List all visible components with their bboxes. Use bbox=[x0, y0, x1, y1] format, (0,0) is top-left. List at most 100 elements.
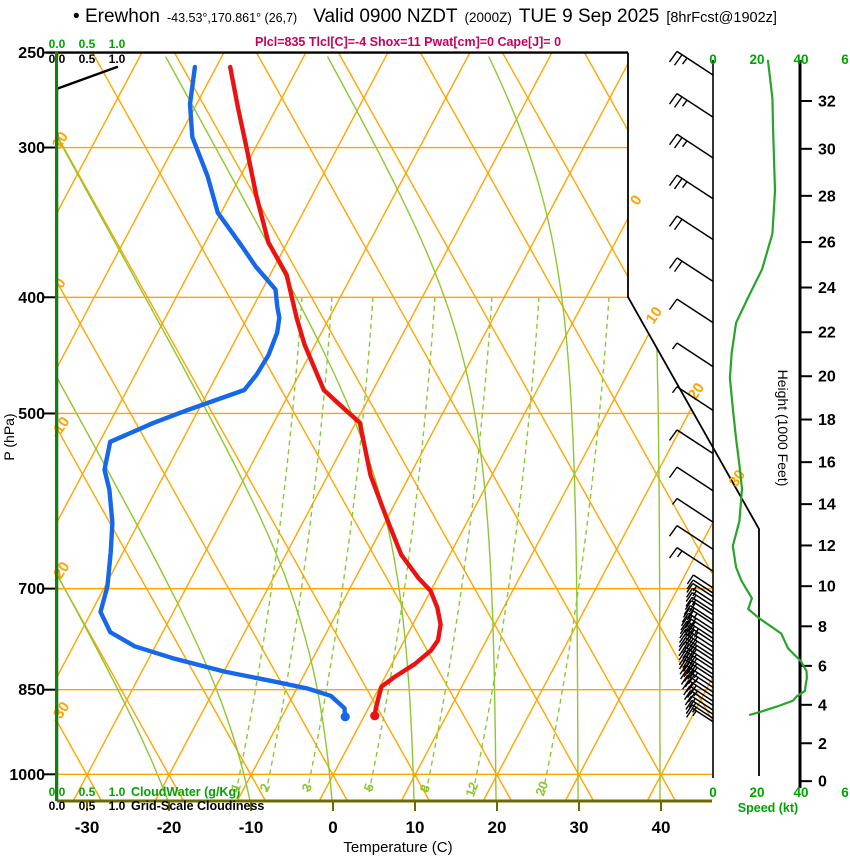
svg-text:28: 28 bbox=[818, 188, 836, 205]
cloudwater-scale: 0.00.00.50.51.01.0 CloudWater (g/Kg) bbox=[49, 37, 241, 799]
svg-text:850: 850 bbox=[18, 682, 45, 699]
svg-text:500: 500 bbox=[18, 406, 45, 423]
wind-speed-curve bbox=[728, 59, 809, 716]
svg-text:250: 250 bbox=[18, 45, 45, 62]
svg-text:16: 16 bbox=[818, 455, 836, 472]
stability-parameters: Plcl=835 Tlcl[C]=-4 Shox=11 Pwat[cm]=0 C… bbox=[254, 35, 562, 49]
svg-text:1000: 1000 bbox=[9, 767, 45, 784]
valid-time-utc: (2000Z) bbox=[464, 10, 512, 25]
svg-text:0.5: 0.5 bbox=[79, 52, 96, 66]
svg-text:-10: -10 bbox=[47, 414, 73, 442]
surface-temperature-marker bbox=[370, 711, 380, 721]
svg-text:20: 20 bbox=[749, 52, 764, 67]
svg-text:Temperature (C): Temperature (C) bbox=[343, 839, 452, 856]
svg-text:18: 18 bbox=[818, 412, 836, 429]
svg-text:24: 24 bbox=[818, 280, 836, 297]
svg-text:5: 5 bbox=[360, 781, 377, 793]
svg-text:22: 22 bbox=[818, 325, 836, 342]
svg-text:26: 26 bbox=[818, 235, 836, 252]
svg-text:10: 10 bbox=[49, 129, 72, 152]
svg-text:0.5: 0.5 bbox=[79, 785, 96, 799]
svg-text:-20: -20 bbox=[47, 559, 73, 587]
dewpoint-curve bbox=[98, 64, 348, 718]
svg-text:400: 400 bbox=[18, 290, 45, 307]
svg-text:6: 6 bbox=[841, 52, 849, 67]
svg-text:0: 0 bbox=[51, 275, 70, 292]
svg-text:8: 8 bbox=[416, 782, 433, 794]
forecast-cycle: [8hrFcst@1902z] bbox=[666, 10, 777, 26]
svg-text:700: 700 bbox=[18, 581, 45, 598]
svg-text:-10: -10 bbox=[239, 818, 264, 837]
svg-text:2: 2 bbox=[818, 736, 827, 753]
svg-text:40: 40 bbox=[793, 785, 808, 800]
svg-text:32: 32 bbox=[818, 93, 836, 110]
svg-text:1.0: 1.0 bbox=[109, 37, 126, 51]
svg-text:4: 4 bbox=[818, 697, 827, 714]
svg-text:0: 0 bbox=[709, 785, 717, 800]
svg-text:6: 6 bbox=[818, 658, 827, 675]
surface-dewpoint-marker bbox=[340, 712, 350, 722]
svg-text:10: 10 bbox=[406, 818, 425, 837]
svg-text:40: 40 bbox=[793, 52, 808, 67]
surface-dewpoint-dot bbox=[340, 712, 350, 722]
valid-date: TUE 9 Sep 2025 bbox=[518, 6, 660, 27]
cloudiness-scale: 0.00.00.50.51.01.0 Grid-Scale Cloudiness bbox=[49, 52, 265, 813]
svg-text:40: 40 bbox=[652, 818, 671, 837]
svg-text:-20: -20 bbox=[157, 818, 182, 837]
svg-text:0: 0 bbox=[709, 52, 717, 67]
pressure-axis: 250 300 400 500 700 850 1000 P (hPa) bbox=[1, 45, 57, 784]
svg-text:0.5: 0.5 bbox=[79, 799, 96, 813]
svg-text:30: 30 bbox=[570, 818, 589, 837]
svg-text:20: 20 bbox=[818, 369, 836, 386]
svg-text:30: 30 bbox=[818, 141, 836, 158]
svg-text:0: 0 bbox=[328, 818, 337, 837]
chart-title: • Erewhon -43.53°,170.861° (26,7) Valid … bbox=[0, 6, 850, 28]
plot-frame bbox=[46, 51, 802, 803]
svg-text:0.0: 0.0 bbox=[49, 37, 66, 51]
surface-temperature-dot bbox=[370, 711, 380, 721]
svg-text:14: 14 bbox=[818, 497, 836, 514]
svg-text:10: 10 bbox=[818, 579, 836, 596]
svg-text:12: 12 bbox=[818, 538, 836, 555]
svg-text:Height (1000 Feet): Height (1000 Feet) bbox=[775, 370, 791, 487]
svg-text:12: 12 bbox=[462, 780, 481, 799]
svg-text:300: 300 bbox=[18, 140, 45, 157]
bullet-icon: • bbox=[73, 6, 80, 27]
svg-text:20: 20 bbox=[488, 818, 507, 837]
wind-barbs bbox=[668, 50, 714, 723]
svg-text:8: 8 bbox=[818, 619, 827, 636]
svg-text:Speed (kt): Speed (kt) bbox=[738, 801, 798, 815]
temperature-axis: -30 -20 -10 0 10 20 30 40 Temperature (C) bbox=[75, 801, 671, 856]
svg-text:1.0: 1.0 bbox=[109, 799, 126, 813]
station-coordinates: -43.53°,170.861° (26,7) bbox=[166, 11, 298, 25]
svg-text:1.0: 1.0 bbox=[109, 785, 126, 799]
valid-time: Valid 0900 NZDT bbox=[313, 6, 458, 27]
svg-text:6: 6 bbox=[841, 785, 849, 800]
svg-text:CloudWater (g/Kg): CloudWater (g/Kg) bbox=[131, 785, 240, 799]
temperature-curve bbox=[227, 64, 443, 717]
svg-text:Grid-Scale Cloudiness: Grid-Scale Cloudiness bbox=[131, 799, 264, 813]
svg-text:1: 1 bbox=[227, 781, 244, 793]
grid-lines bbox=[57, 52, 712, 802]
svg-text:30: 30 bbox=[726, 467, 749, 490]
station-name: • Erewhon bbox=[73, 6, 160, 27]
svg-text:1.0: 1.0 bbox=[109, 52, 126, 66]
svg-text:0.0: 0.0 bbox=[49, 799, 66, 813]
isobar-lines bbox=[57, 146, 712, 776]
svg-text:10: 10 bbox=[643, 304, 666, 327]
svg-text:2: 2 bbox=[256, 781, 273, 793]
svg-text:3: 3 bbox=[298, 781, 315, 793]
svg-text:20: 20 bbox=[749, 785, 764, 800]
svg-text:-30: -30 bbox=[47, 699, 73, 727]
svg-text:20: 20 bbox=[685, 380, 708, 403]
svg-text:0: 0 bbox=[627, 192, 646, 209]
svg-text:0: 0 bbox=[818, 774, 827, 791]
svg-text:-30: -30 bbox=[75, 818, 100, 837]
svg-text:P (hPa): P (hPa) bbox=[1, 413, 17, 460]
svg-text:0.5: 0.5 bbox=[79, 37, 96, 51]
grid-line-labels: 10 0 -10 -20 -30 0 10 20 30 1 2 3 5 8 12 20 bbox=[47, 129, 749, 799]
svg-text:20: 20 bbox=[532, 779, 551, 798]
